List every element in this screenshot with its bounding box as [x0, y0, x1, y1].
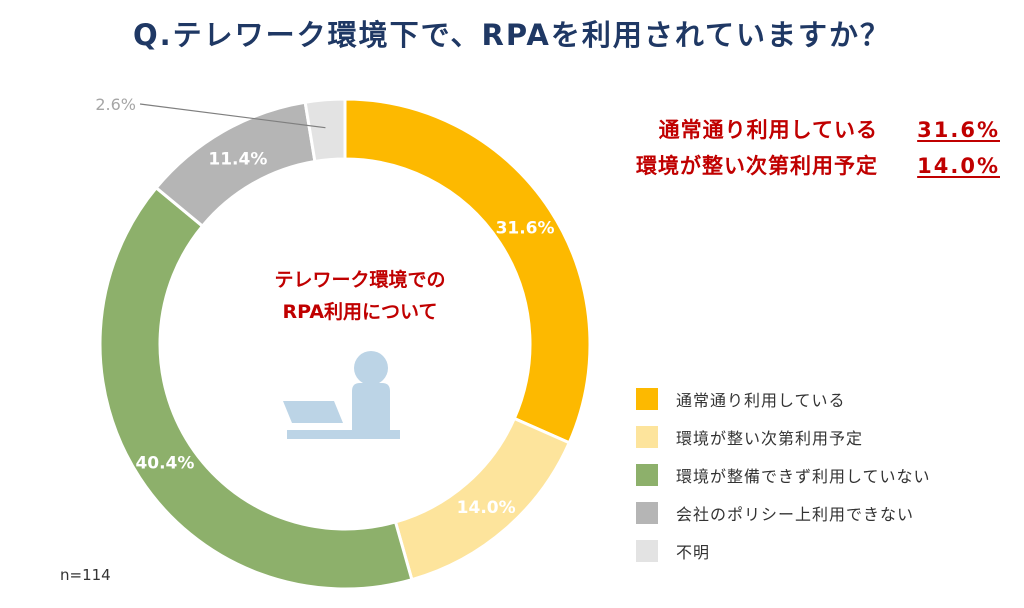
slice-leader-line [139, 103, 326, 129]
slice-value-label: 31.6% [496, 219, 555, 239]
highlight-value: 31.6% [917, 118, 1000, 142]
center-label-line1: テレワーク環境での [274, 269, 446, 291]
legend-label: 環境が整い次第利用予定 [676, 429, 864, 448]
legend-label: 会社のポリシー上利用できない [676, 505, 915, 524]
donut-slice [343, 97, 592, 445]
legend-item: 環境が整備できず利用していない [636, 456, 931, 494]
legend-item: 不明 [636, 532, 931, 570]
sample-size-label: n=114 [60, 566, 111, 584]
donut-slice [98, 185, 414, 591]
legend-swatch [636, 540, 658, 562]
donut-slice [303, 97, 347, 164]
slice-value-label: 11.4% [208, 150, 267, 170]
slice-value-label: 14.0% [457, 498, 516, 518]
slice-value-label: 40.4% [135, 453, 194, 473]
legend-swatch [636, 388, 658, 410]
highlight-row: 通常通り利用している 31.6% [636, 114, 1000, 150]
legend-item: 会社のポリシー上利用できない [636, 494, 931, 532]
highlight-row: 環境が整い次第利用予定 14.0% [636, 150, 1000, 186]
legend-swatch [636, 464, 658, 486]
highlight-summary: 通常通り利用している 31.6% 環境が整い次第利用予定 14.0% [636, 114, 1000, 186]
legend-label: 環境が整備できず利用していない [676, 467, 931, 486]
slice-value-label: 2.6% [95, 95, 136, 114]
legend-swatch [636, 502, 658, 524]
center-label-line2: RPA利用について [282, 301, 438, 323]
highlight-label: 環境が整い次第利用予定 [636, 154, 878, 178]
legend-item: 環境が整い次第利用予定 [636, 418, 931, 456]
chart-legend: 通常通り利用している 環境が整い次第利用予定環境が整備できず利用していない 会社のポ… [636, 380, 931, 570]
person-at-laptop-icon [283, 351, 400, 439]
legend-label: 通常通り利用している [676, 391, 846, 410]
donut-center-label: テレワーク環境での RPA利用について [230, 264, 490, 328]
legend-swatch [636, 426, 658, 448]
highlight-label: 通常通り利用している [658, 118, 878, 142]
highlight-value: 14.0% [917, 154, 1000, 178]
legend-label: 不明 [676, 543, 711, 562]
legend-item: 通常通り利用している [636, 380, 931, 418]
chart-title: Q.テレワーク環境下で、RPAを利用されていますか？ [132, 18, 891, 52]
